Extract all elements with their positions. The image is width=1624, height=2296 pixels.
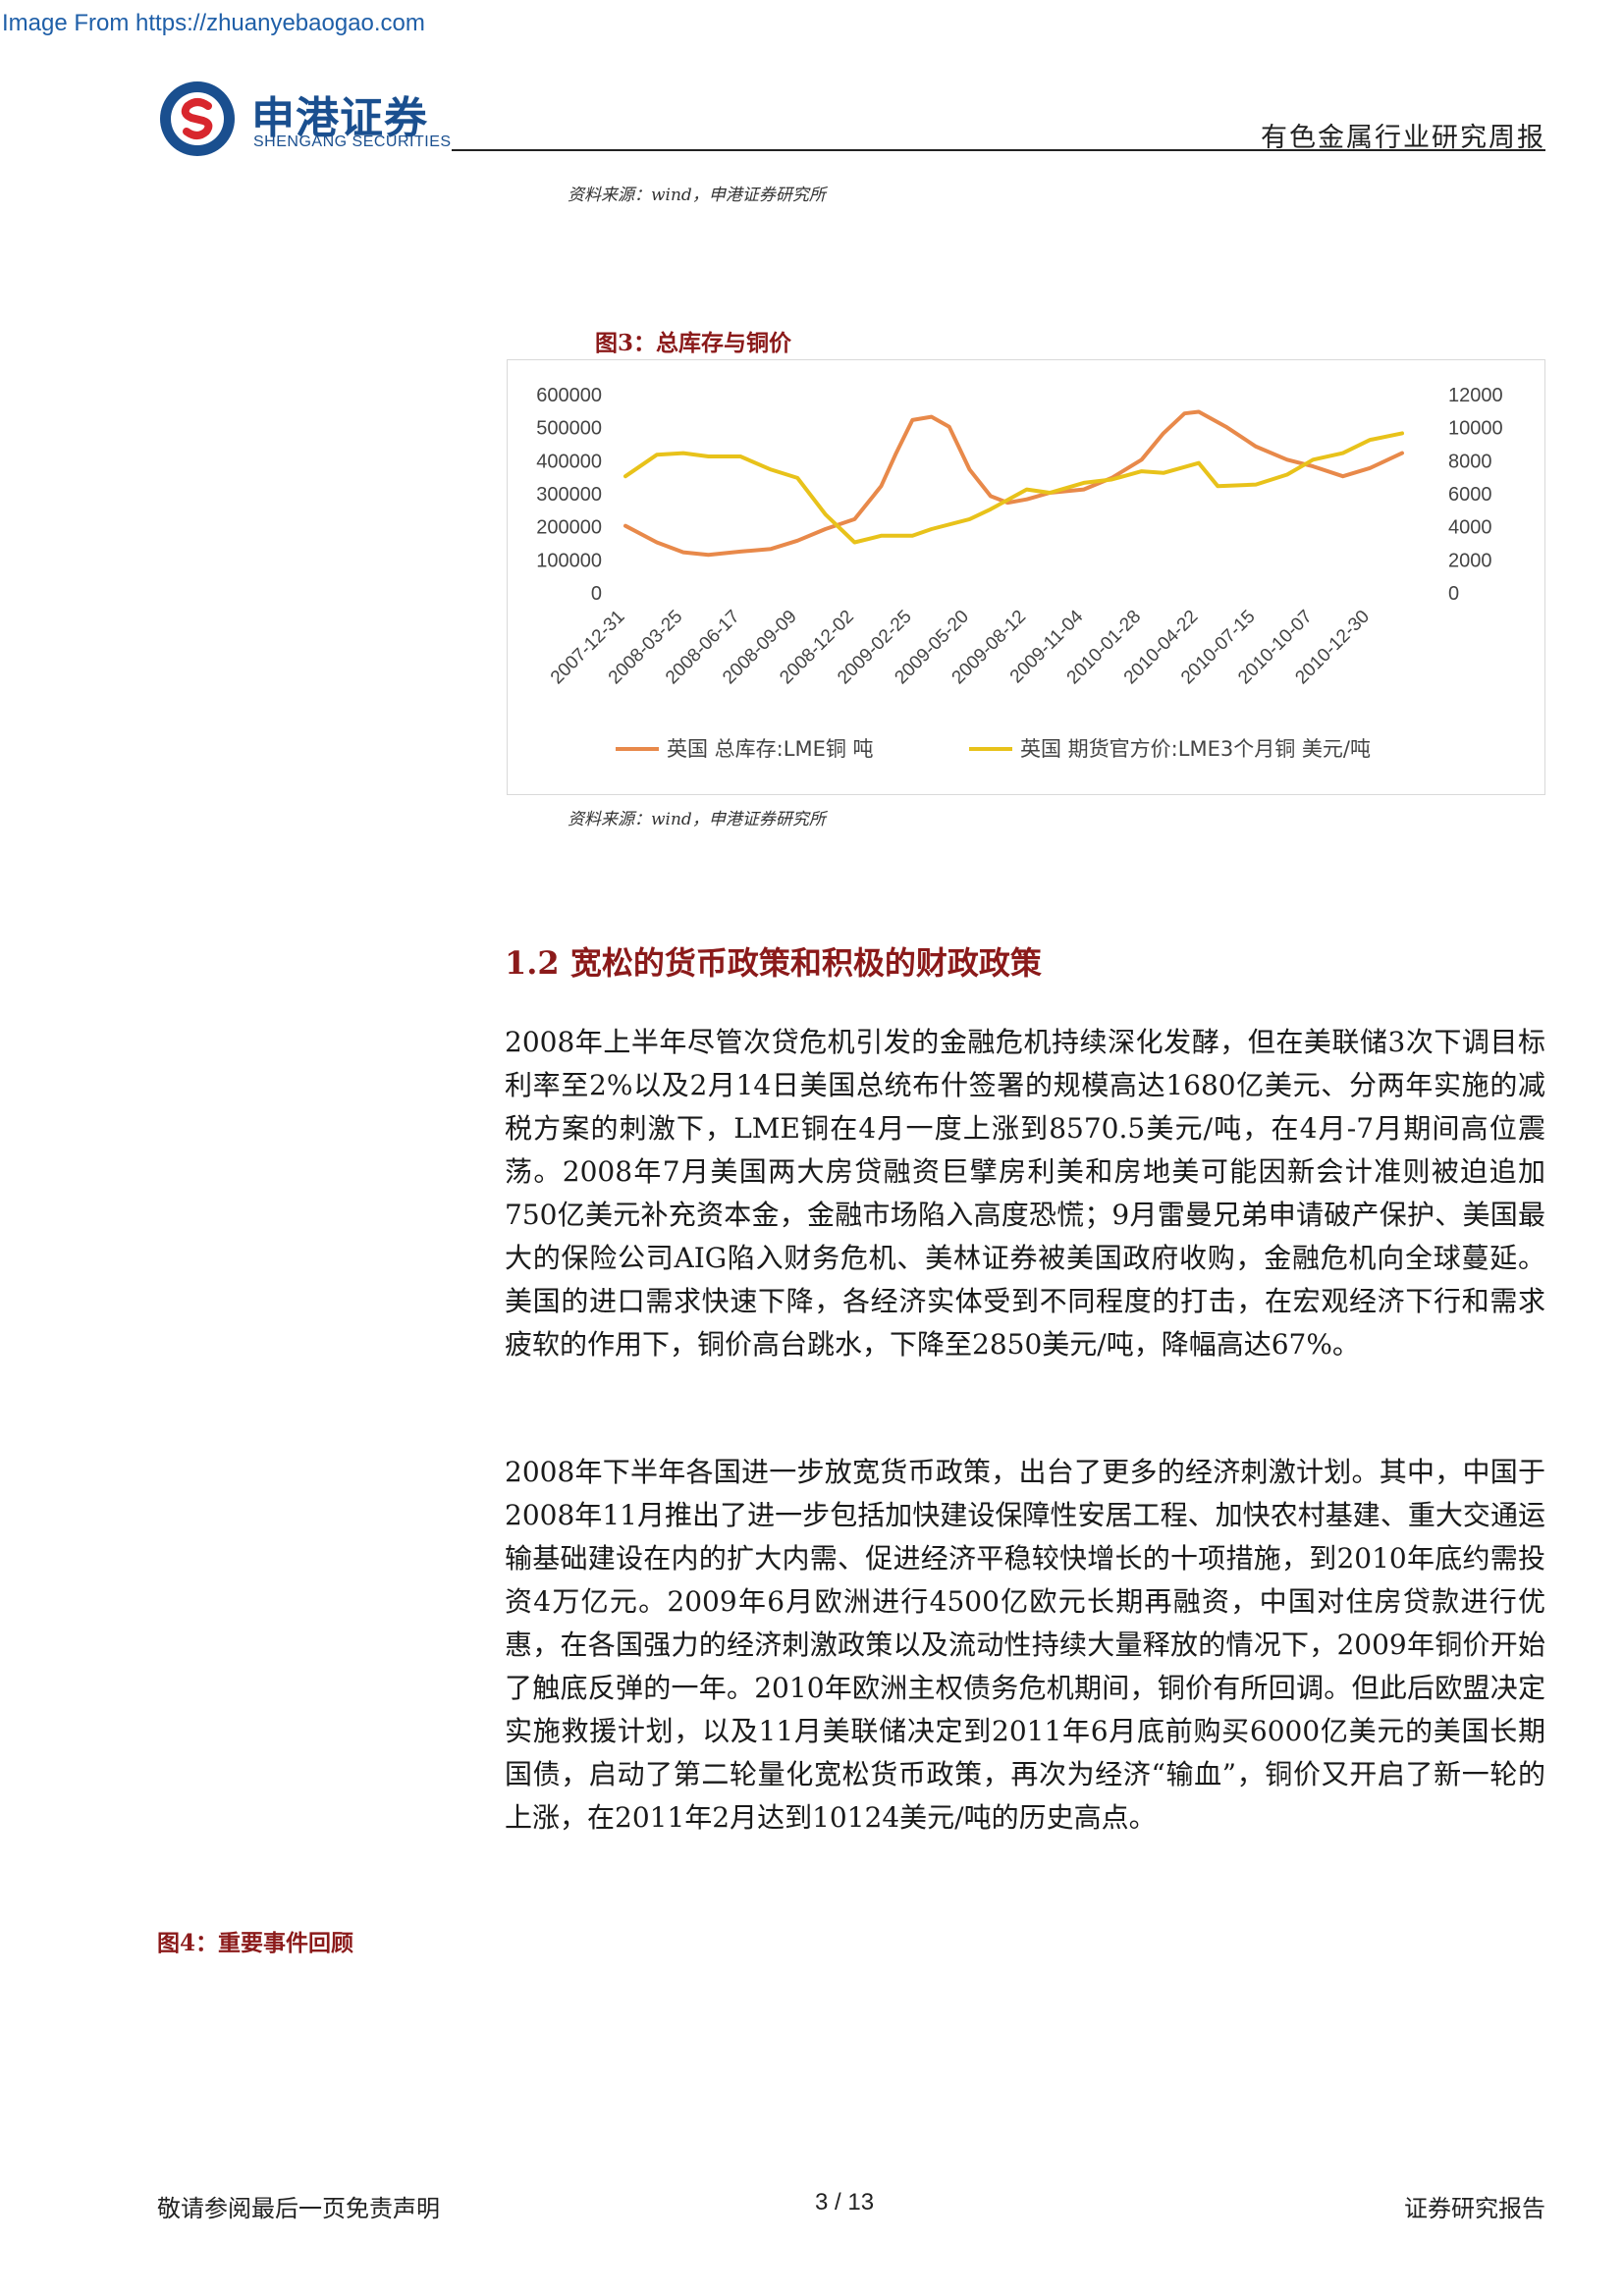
y-left-tick-label: 200000: [536, 517, 602, 539]
y-right-tick-label: 12000: [1448, 385, 1503, 406]
y-left-tick-label: 600000: [536, 385, 602, 406]
footer-doc-type: 证券研究报告: [1404, 2195, 1545, 2222]
legend-label-1: 英国 总库存:LME铜 吨: [667, 737, 874, 761]
y-left-tick-label: 300000: [536, 484, 602, 506]
y-right-tick-label: 10000: [1448, 418, 1503, 440]
body-paragraph-1: 2008年上半年尽管次贷危机引发的金融危机持续深化发酵，但在美联储3次下调目标利…: [505, 1026, 1545, 1361]
y-right-tick-label: 0: [1448, 583, 1459, 605]
y-left-tick-label: 100000: [536, 550, 602, 571]
report-type-title: 有色金属行业研究周报: [1261, 123, 1545, 153]
chart-frame: 600000 500000 400000 300000 200000 100000 0 12…: [507, 359, 1545, 795]
legend-label-2: 英国 期货官方价:LME3个月铜 美元/吨: [1020, 737, 1371, 761]
footer-disclaimer: 敬请参阅最后一页免责声明: [157, 2195, 440, 2222]
figure3-title: 图3：总库存与铜价: [595, 330, 792, 356]
y-right-tick-label: 4000: [1448, 517, 1492, 539]
y-left-tick-label: 500000: [536, 418, 602, 440]
footer-page-number: 3 / 13: [815, 2189, 875, 2216]
top-source-note: 资料来源：wind，申港证券研究所: [568, 186, 826, 205]
series-line-1: [623, 409, 1404, 558]
body-paragraph-2: 2008年下半年各国进一步放宽货币政策，出台了更多的经济刺激计划。其中，中国于2…: [505, 1456, 1545, 1834]
figure4-title: 图4：重要事件回顾: [157, 1930, 354, 1956]
header-divider: [452, 149, 1545, 151]
brand-name-cn: 申港证券: [251, 93, 428, 143]
watermark-text: Image From https://zhuanyebaogao.com: [2, 10, 425, 36]
section-heading: 1.2 宽松的货币政策和积极的财政政策: [505, 944, 1042, 982]
series-line-2: [623, 431, 1404, 545]
brand-name-en: SHENGANG SECURITIES: [253, 133, 452, 150]
figure3-source-note: 资料来源：wind，申港证券研究所: [568, 810, 826, 829]
y-right-tick-label: 6000: [1448, 484, 1492, 506]
y-left-tick-label: 0: [591, 583, 602, 605]
y-right-tick-label: 8000: [1448, 451, 1492, 472]
y-right-tick-label: 2000: [1448, 550, 1492, 571]
brand-logo-icon: [160, 81, 235, 156]
y-left-tick-label: 400000: [536, 451, 602, 472]
